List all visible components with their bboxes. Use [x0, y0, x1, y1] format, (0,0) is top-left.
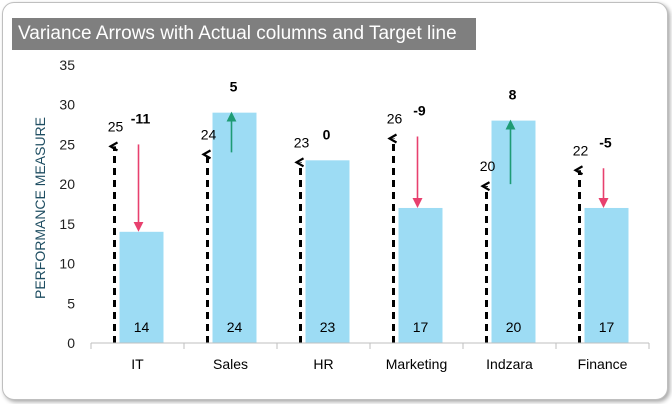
target-value-label: 22 [573, 142, 589, 158]
actual-bar [398, 207, 443, 343]
x-tick-label: Marketing [386, 356, 447, 372]
actual-value-label: 17 [413, 319, 429, 335]
target-value-label: 23 [294, 134, 310, 150]
target-value-label: 20 [480, 158, 496, 174]
target-value-label: 25 [108, 118, 124, 134]
actual-value-label: 17 [599, 319, 615, 335]
actual-value-label: 23 [320, 319, 336, 335]
chart-title: Variance Arrows with Actual columns and … [12, 18, 476, 50]
actual-bar [119, 231, 164, 343]
y-tick-label: 25 [59, 136, 75, 152]
actual-bar [584, 207, 629, 343]
y-tick-label: 35 [59, 57, 75, 73]
variance-label: -5 [599, 134, 612, 150]
y-tick-label: 20 [59, 176, 75, 192]
y-tick-label: 10 [59, 256, 75, 272]
variance-label: 0 [323, 126, 331, 142]
actual-bar [212, 112, 257, 344]
chart-plot: PERFORMANCE MEASURE 0 5 10 15 20 25 30 35 14 24 2… [32, 57, 650, 372]
x-tick-label: Finance [578, 356, 628, 372]
chart-card: Variance Arrows with Actual columns and … [2, 2, 668, 400]
y-axis-title: PERFORMANCE MEASURE [32, 117, 48, 299]
x-tick-label: Indzara [486, 356, 533, 372]
x-tick-label: Sales [213, 356, 248, 372]
actual-value-label: 14 [134, 319, 150, 335]
y-tick-label: 0 [67, 335, 75, 351]
actual-bar [491, 120, 536, 343]
target-value-label: 26 [387, 110, 403, 126]
target-value-label: 24 [201, 126, 217, 142]
variance-label: -11 [131, 110, 151, 126]
actual-bar [305, 160, 350, 343]
y-tick-label: 15 [59, 216, 75, 232]
variance-label: 5 [230, 79, 238, 95]
y-tick-label: 5 [67, 295, 75, 311]
y-tick-label: 30 [59, 97, 75, 113]
variance-label: -9 [413, 102, 426, 118]
x-tick-label: HR [313, 356, 333, 372]
variance-label: 8 [509, 87, 517, 103]
x-tick-label: IT [131, 356, 144, 372]
actual-value-label: 24 [227, 319, 243, 335]
actual-value-label: 20 [506, 319, 522, 335]
